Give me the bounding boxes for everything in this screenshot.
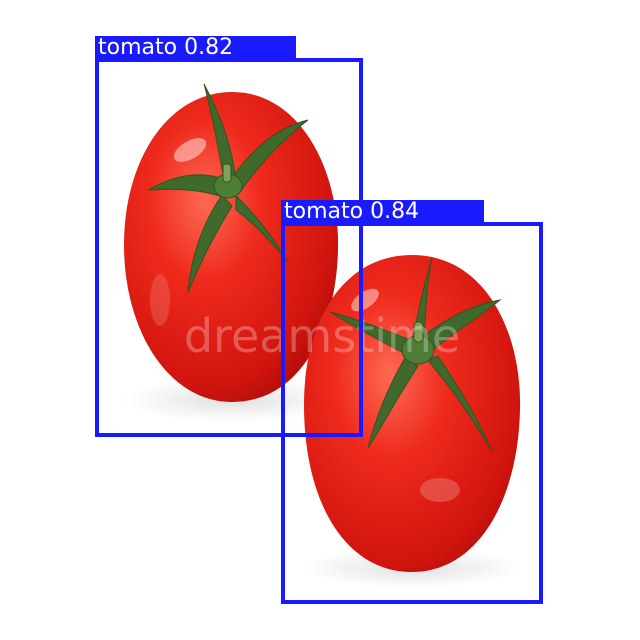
bounding-box-tomato-2 bbox=[281, 222, 543, 604]
detection-label-2: tomato 0.84 bbox=[281, 200, 484, 224]
bounding-box-tomato-1 bbox=[95, 58, 363, 437]
stem-icon bbox=[329, 257, 502, 453]
watermark: dreamstime bbox=[184, 309, 460, 363]
tomato-2 bbox=[302, 255, 522, 588]
stem-icon bbox=[147, 83, 309, 293]
detection-label-1: tomato 0.82 bbox=[95, 36, 296, 60]
